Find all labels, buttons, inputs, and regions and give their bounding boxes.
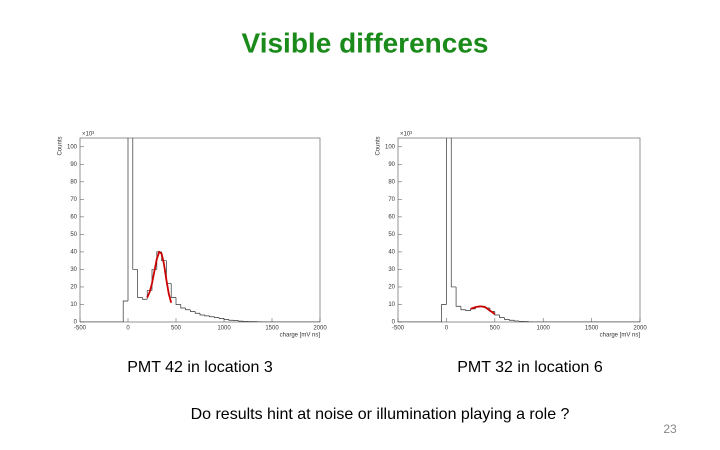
histogram-bin xyxy=(180,304,186,309)
histogram-bin xyxy=(446,138,447,305)
y-tick-label: 20 xyxy=(388,285,395,291)
caption: PMT 42 in location 3 xyxy=(127,359,273,376)
histogram-bin xyxy=(127,138,129,301)
x-tick-label: 0 xyxy=(126,326,130,332)
histogram-bin xyxy=(204,314,210,317)
x-tick-label: 2000 xyxy=(313,326,327,332)
y-tick-label: 70 xyxy=(70,197,77,203)
plot-frame xyxy=(397,137,641,323)
histogram-bin xyxy=(465,309,471,311)
y-multiplier: ×10³ xyxy=(82,132,94,138)
x-tick-label: 2000 xyxy=(633,326,647,332)
histogram-bin xyxy=(460,306,466,311)
y-tick-label: 20 xyxy=(70,285,77,291)
y-multiplier: ×10³ xyxy=(400,132,412,138)
x-tick-label: -500 xyxy=(74,326,87,332)
y-tick-label: 80 xyxy=(70,179,77,185)
histogram-bin xyxy=(455,286,461,307)
y-tick-label: 70 xyxy=(388,197,395,203)
histogram-bin xyxy=(218,317,224,319)
slide-title: Visible differences xyxy=(242,27,489,58)
x-tick-label: 1000 xyxy=(217,326,231,332)
plot-frame xyxy=(79,137,321,323)
y-tick-label: 30 xyxy=(388,267,395,273)
histogram-bin xyxy=(441,304,447,322)
histogram-bin xyxy=(209,315,215,318)
question: Do results hint at noise or illumination… xyxy=(191,406,570,423)
y-axis-label: Counts xyxy=(376,136,382,155)
histogram-bin xyxy=(185,307,191,311)
y-tick-label: 60 xyxy=(70,214,77,220)
caption: PMT 32 in location 6 xyxy=(457,359,603,376)
x-tick-label: 500 xyxy=(171,326,182,332)
y-axis-label: Counts xyxy=(58,136,64,155)
x-axis-label: charge [mV ns] xyxy=(280,333,321,339)
y-tick-label: 50 xyxy=(70,232,77,238)
y-tick-label: 30 xyxy=(70,267,77,273)
y-tick-label: 10 xyxy=(70,302,77,308)
x-axis-label: charge [mV ns] xyxy=(600,333,641,339)
histogram-bin xyxy=(238,320,244,322)
histogram-bin xyxy=(450,138,457,288)
y-tick-label: 60 xyxy=(388,214,395,220)
y-tick-label: 80 xyxy=(388,179,395,185)
y-tick-label: 10 xyxy=(388,302,395,308)
histogram-bin xyxy=(508,319,515,321)
y-tick-label: 50 xyxy=(388,232,395,238)
fit-curve xyxy=(146,250,173,303)
histogram-bin xyxy=(199,313,205,316)
y-tick-label: 40 xyxy=(70,249,77,255)
histogram-bin xyxy=(214,316,220,318)
x-tick-label: 1000 xyxy=(537,326,551,332)
y-tick-label: 90 xyxy=(70,162,77,168)
histogram-bin xyxy=(504,317,510,320)
histogram-bin xyxy=(194,311,200,314)
y-tick-label: 100 xyxy=(385,144,396,150)
x-tick-label: -500 xyxy=(392,326,405,332)
histogram-bin xyxy=(228,319,234,321)
histogram-bin xyxy=(499,314,505,318)
x-tick-label: 1500 xyxy=(265,326,279,332)
histogram-bins xyxy=(398,138,640,322)
y-tick-label: 0 xyxy=(74,320,78,326)
y-tick-label: 90 xyxy=(388,162,395,168)
y-tick-label: 40 xyxy=(388,249,395,255)
x-tick-label: 500 xyxy=(490,326,501,332)
x-tick-label: 1500 xyxy=(585,326,599,332)
fit-curve xyxy=(470,305,496,315)
histogram-bin xyxy=(175,297,181,305)
histogram-bin xyxy=(137,269,143,298)
histogram-bin xyxy=(170,283,176,298)
y-tick-label: 100 xyxy=(67,144,78,150)
histogram-bin xyxy=(122,300,128,322)
histogram-bin xyxy=(132,138,138,270)
histogram-bin xyxy=(513,320,519,322)
histogram-bin xyxy=(494,311,500,316)
page-number: 23 xyxy=(663,422,677,436)
histogram-bin xyxy=(223,318,229,320)
histogram-bin xyxy=(142,297,148,300)
x-tick-label: 0 xyxy=(445,326,449,332)
y-tick-label: 0 xyxy=(392,320,396,326)
histogram-bin xyxy=(190,309,196,312)
histogram-bins xyxy=(80,138,320,322)
